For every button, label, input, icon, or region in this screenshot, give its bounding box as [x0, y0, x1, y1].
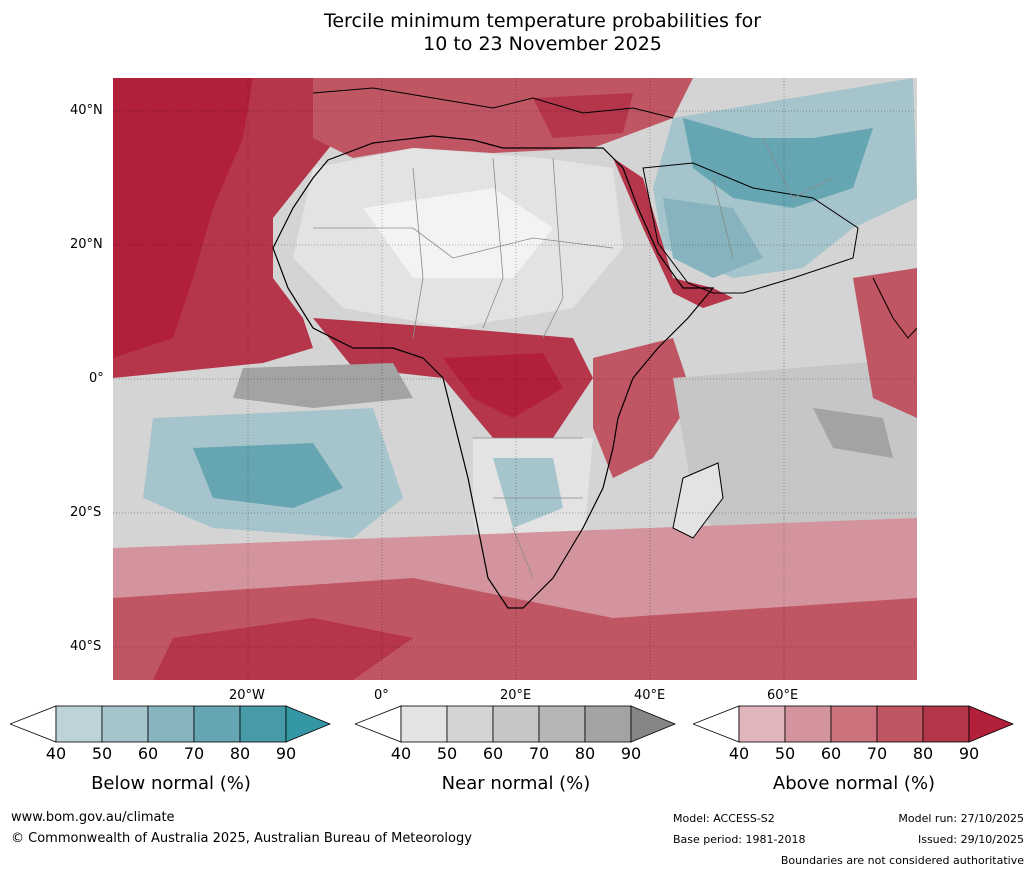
below-tick-80: 80 [229, 744, 251, 763]
region-near-equatorial-atlantic [233, 363, 413, 408]
colorbar-above-normal: 40 50 60 70 80 90 Above normal (%) [691, 705, 1015, 805]
lon-label-20e: 20°E [500, 688, 532, 703]
country-borders [313, 137, 834, 579]
above-normal-label: Above normal (%) [772, 773, 936, 794]
website-link[interactable]: www.bom.gov.au/climate [11, 810, 175, 825]
map-canvas [113, 78, 918, 680]
near-tick-50: 50 [436, 744, 458, 763]
model-text: Model: ACCESS-S2 [673, 812, 775, 825]
below-swatch-70-80 [193, 705, 241, 743]
colorbar-near-swatches [353, 705, 677, 743]
region-above-atlantic-strong [113, 78, 253, 358]
near-over-arrow [630, 705, 677, 743]
colorbar-below-swatches [8, 705, 332, 743]
near-tick-70: 70 [528, 744, 550, 763]
above-tick-60: 60 [820, 744, 842, 763]
region-above-mediterranean-strong [533, 93, 633, 138]
region-above-south-strong [153, 618, 413, 680]
colorbar-above-swatches [691, 705, 1015, 743]
near-tick-60: 60 [482, 744, 504, 763]
title-line-1: Tercile minimum temperature probabilitie… [323, 10, 762, 32]
region-near-indian-ocean [673, 358, 917, 558]
above-under-arrow [691, 705, 740, 743]
region-below-angola [493, 458, 563, 528]
near-swatch-50-60 [446, 705, 494, 743]
above-tick-50: 50 [774, 744, 796, 763]
region-above-india [853, 268, 917, 418]
forecast-map [113, 78, 918, 680]
near-under-arrow [353, 705, 402, 743]
region-above-east-africa [593, 338, 693, 478]
below-swatch-80-90 [239, 705, 287, 743]
near-tick-40: 40 [390, 744, 412, 763]
title-line-2: 10 to 23 November 2025 [423, 33, 662, 55]
lat-label-40n: 40°N [70, 103, 103, 118]
lat-label-20s: 20°S [70, 505, 102, 520]
below-tick-70: 70 [183, 744, 205, 763]
model-run-text: Model run: 27/10/2025 [898, 812, 1024, 825]
colorbar-below-normal: 40 50 60 70 80 90 Below normal (%) [8, 705, 332, 805]
above-swatch-80-90 [922, 705, 970, 743]
above-swatch-40-50 [738, 705, 786, 743]
near-swatch-40-50 [400, 705, 448, 743]
below-tick-50: 50 [91, 744, 113, 763]
near-swatch-60-70 [492, 705, 540, 743]
europe-coastline [312, 87, 674, 119]
issued-text: Issued: 29/10/2025 [917, 833, 1024, 846]
region-above-congo-strong [443, 353, 563, 418]
above-tick-80: 80 [912, 744, 934, 763]
base-period-text: Base period: 1981-2018 [673, 833, 806, 846]
above-tick-70: 70 [866, 744, 888, 763]
below-swatch-50-60 [101, 705, 149, 743]
lon-label-40e: 40°E [634, 688, 666, 703]
above-swatch-60-70 [830, 705, 878, 743]
near-swatch-70-80 [538, 705, 586, 743]
region-below-south-atlantic-strong [193, 443, 343, 508]
region-below-arabia [663, 198, 763, 278]
near-tick-90: 90 [620, 744, 642, 763]
lat-label-0: 0° [89, 371, 104, 386]
lat-label-40s: 40°S [70, 639, 102, 654]
near-swatch-80-90 [584, 705, 632, 743]
below-tick-40: 40 [45, 744, 67, 763]
above-tick-90: 90 [958, 744, 980, 763]
madagascar-outline [672, 462, 724, 539]
disclaimer-text: Boundaries are not considered authoritat… [780, 854, 1024, 867]
above-swatch-50-60 [784, 705, 832, 743]
map-gridlines [113, 78, 917, 680]
lat-label-20n: 20°N [70, 237, 103, 252]
region-near-indian-ocean-strong [813, 408, 893, 458]
colorbar-near-normal: 40 50 60 70 80 90 Near normal (%) [353, 705, 677, 805]
region-low-sahara [363, 188, 553, 278]
above-swatch-70-80 [876, 705, 924, 743]
near-tick-80: 80 [574, 744, 596, 763]
above-over-arrow [968, 705, 1015, 743]
below-tick-90: 90 [275, 744, 297, 763]
below-under-arrow [8, 705, 57, 743]
map-title: Tercile minimum temperature probabilitie… [0, 10, 1035, 56]
copyright-text: © Commonwealth of Australia 2025, Austra… [11, 831, 472, 846]
near-normal-label: Near normal (%) [441, 773, 591, 794]
below-swatch-40-50 [55, 705, 103, 743]
africa-coastline [272, 135, 715, 609]
region-below-iran [683, 118, 873, 208]
lon-label-0: 0° [374, 688, 389, 703]
arabia-coastline [642, 162, 859, 294]
above-tick-40: 40 [728, 744, 750, 763]
region-above-red-sea [613, 158, 733, 308]
india-coastline [872, 277, 918, 339]
lon-label-20w: 20°W [229, 688, 265, 703]
below-swatch-60-70 [147, 705, 195, 743]
lon-label-60e: 60°E [767, 688, 799, 703]
below-over-arrow [285, 705, 332, 743]
below-tick-60: 60 [137, 744, 159, 763]
below-normal-label: Below normal (%) [91, 773, 251, 794]
